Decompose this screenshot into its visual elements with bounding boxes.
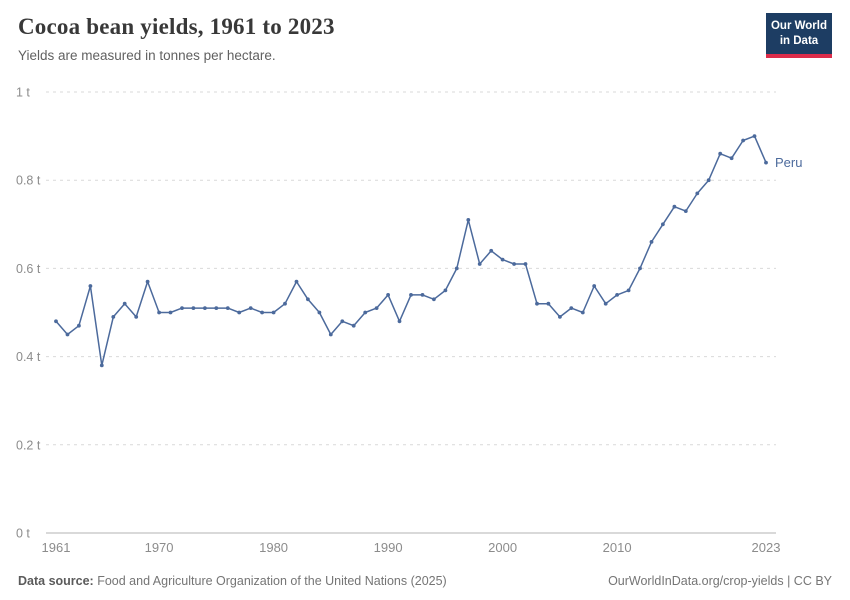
series-point: [638, 266, 642, 271]
series-point: [328, 332, 333, 337]
data-source-label: Data source:: [18, 574, 94, 588]
series-point: [225, 306, 230, 310]
owid-logo-line1: Our World: [770, 20, 827, 32]
series-point: [294, 279, 299, 284]
series-point: [683, 209, 688, 214]
chart-header: Cocoa bean yields, 1961 to 2023 Yields a…: [18, 14, 750, 63]
series-point: [580, 310, 585, 315]
y-tick-label: 1 t: [16, 86, 30, 100]
chart-subtitle: Yields are measured in tonnes per hectar…: [18, 48, 276, 63]
series-point: [180, 306, 184, 310]
series-point: [88, 284, 93, 288]
x-tick-label: 2010: [603, 540, 632, 555]
series-point: [454, 266, 459, 271]
series-point: [741, 138, 745, 143]
series-point: [569, 306, 574, 310]
series-line-peru: [55, 135, 767, 367]
series-point: [134, 315, 139, 319]
series-point: [615, 293, 619, 297]
series-point: [512, 262, 516, 266]
series-point: [203, 306, 207, 310]
series-point: [535, 301, 539, 306]
series-point: [351, 323, 356, 328]
series-point: [409, 293, 413, 297]
series-point: [432, 297, 436, 302]
series-point: [65, 332, 70, 337]
series-point: [752, 134, 757, 139]
series-point: [558, 315, 562, 319]
series-point: [764, 160, 768, 165]
x-tick-label: 2023: [752, 540, 781, 555]
credit-link[interactable]: OurWorldInData.org/crop-yields | CC BY: [608, 574, 832, 588]
owid-logo-line2: in Data: [779, 34, 819, 47]
series-point: [603, 301, 608, 306]
series-point: [77, 323, 81, 328]
series-point: [661, 222, 665, 227]
series-point: [145, 279, 150, 284]
series-point: [157, 310, 162, 315]
series-point: [466, 218, 471, 222]
series-point: [374, 306, 379, 310]
series-point: [386, 293, 390, 297]
series-point: [317, 310, 322, 315]
series-point: [420, 293, 425, 297]
series-point: [122, 301, 127, 306]
series-point: [489, 248, 494, 253]
series-point: [729, 156, 734, 161]
series-point: [260, 310, 264, 315]
series-point: [672, 204, 677, 209]
owid-logo[interactable]: Our World in Data: [766, 13, 832, 58]
series-point: [477, 262, 482, 266]
series-point: [706, 178, 711, 183]
series-point: [500, 257, 505, 262]
series-point: [592, 284, 597, 288]
series-point: [168, 310, 173, 315]
series-point: [340, 319, 345, 324]
x-tick-label: 1970: [145, 540, 174, 555]
x-tick-label: 1961: [42, 540, 71, 555]
x-tick-label: 2000: [488, 540, 517, 555]
series-point: [54, 319, 58, 324]
series-point: [626, 288, 631, 293]
series-point: [523, 262, 528, 266]
series-point: [306, 297, 310, 302]
series-point: [248, 306, 253, 310]
data-source: Data source: Food and Agriculture Organi…: [18, 574, 447, 588]
data-source-text: Food and Agriculture Organization of the…: [93, 574, 447, 588]
y-tick-label: 0 t: [16, 527, 30, 541]
series-point: [397, 319, 402, 324]
y-tick-label: 0.6 t: [16, 262, 41, 276]
series-point: [649, 240, 654, 244]
chart-title: Cocoa bean yields, 1961 to 2023: [18, 14, 335, 39]
x-tick-label: 1990: [374, 540, 403, 555]
y-tick-label: 0.2 t: [16, 438, 41, 452]
series-point: [695, 191, 700, 196]
series-point: [214, 306, 219, 310]
series-point: [363, 310, 368, 315]
series-point: [283, 301, 287, 306]
chart-footer: Data source: Food and Agriculture Organi…: [18, 574, 832, 588]
series-point: [271, 310, 276, 315]
series-point: [443, 288, 448, 293]
series-point: [99, 363, 104, 368]
series-point: [237, 310, 242, 315]
y-tick-label: 0.8 t: [16, 174, 41, 188]
y-tick-label: 0.4 t: [16, 350, 41, 364]
series-point: [191, 306, 196, 310]
series-point: [546, 301, 551, 306]
series-point: [111, 315, 116, 319]
x-tick-label: 1980: [259, 540, 288, 555]
series-label-peru: Peru: [775, 155, 802, 170]
series-point: [718, 151, 723, 156]
